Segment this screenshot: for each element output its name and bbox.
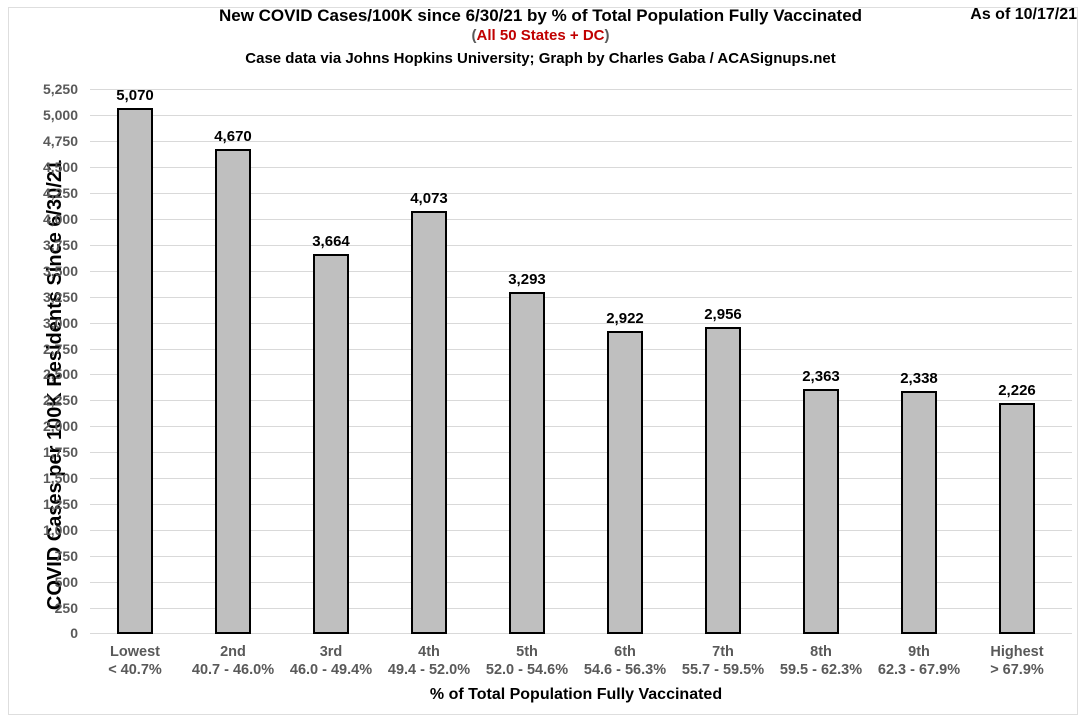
x-tier-label: 4th: [418, 644, 440, 660]
subtitle-highlight: All 50 States + DC: [476, 27, 605, 44]
x-axis-title: % of Total Population Fully Vaccinated: [429, 686, 723, 703]
x-range-label: 62.3 - 67.9%: [877, 662, 961, 678]
bar: [607, 331, 643, 634]
x-range-label: 52.0 - 54.6%: [485, 662, 569, 678]
x-tier-label: Highest: [990, 644, 1044, 660]
bar: [705, 327, 741, 634]
y-tick-label: 2,000: [42, 418, 78, 434]
y-tick-label: 2,500: [42, 366, 78, 382]
y-tick-label: 750: [54, 548, 78, 564]
gridline: [90, 219, 1072, 220]
x-tier-label: Lowest: [110, 644, 160, 660]
gridline: [90, 297, 1072, 298]
x-tier-label: 2nd: [220, 644, 246, 660]
gridline: [90, 167, 1072, 168]
bar-value-label: 4,670: [214, 128, 252, 145]
x-tier-label: 8th: [810, 644, 832, 660]
y-tick-label: 3,500: [42, 263, 78, 279]
gridline: [90, 504, 1072, 505]
y-tick-label: 2,250: [42, 392, 78, 408]
bar: [999, 403, 1035, 634]
y-tick-label: 500: [54, 574, 78, 590]
gridline: [90, 426, 1072, 427]
y-tick-label: 4,000: [42, 211, 78, 227]
bar-value-label: 2,338: [900, 370, 938, 387]
x-range-label: 59.5 - 62.3%: [779, 662, 863, 678]
chart-subtitle: (All 50 States + DC): [0, 27, 1081, 44]
x-tier-label: 6th: [614, 644, 636, 660]
y-tick-label: 3,000: [42, 315, 78, 331]
x-tier-label: 5th: [516, 644, 538, 660]
x-range-label: 55.7 - 59.5%: [681, 662, 765, 678]
bar-value-label: 3,293: [508, 271, 546, 288]
x-tier-label: 3rd: [319, 644, 343, 660]
y-tick-label: 1,000: [42, 522, 78, 538]
gridline: [90, 478, 1072, 479]
gridline: [90, 271, 1072, 272]
y-tick-label: 2,750: [42, 341, 78, 357]
bar-value-label: 4,073: [410, 190, 448, 207]
y-tick-label: 1,750: [42, 444, 78, 460]
x-range-label: > 67.9%: [990, 662, 1044, 678]
gridline: [90, 400, 1072, 401]
y-tick-label: 0: [70, 625, 78, 641]
plot-area: 5,070 4,670 3,664 4,073 3,293 2,922 2,956 2,363…: [86, 87, 1072, 634]
gridline: [90, 323, 1072, 324]
gridline: [90, 115, 1072, 116]
gridline: [90, 374, 1072, 375]
bar-value-label: 2,226: [998, 382, 1036, 399]
x-range-label: 46.0 - 49.4%: [289, 662, 373, 678]
x-tier-label: 7th: [712, 644, 734, 660]
credit-line: Case data via Johns Hopkins University; …: [245, 50, 836, 67]
bar: [313, 254, 349, 634]
as-of-date: As of 10/17/21: [970, 6, 1077, 23]
chart-title: New COVID Cases/100K since 6/30/21 by % …: [218, 6, 863, 25]
bar-value-label: 2,956: [704, 306, 742, 323]
y-tick-label: 1,500: [42, 470, 78, 486]
bar: [901, 391, 937, 634]
gridline: [90, 349, 1072, 350]
y-tick-label: 250: [54, 600, 78, 616]
gridline: [90, 141, 1072, 142]
y-tick-label: 3,750: [42, 237, 78, 253]
gridline: [90, 582, 1072, 583]
gridline: [90, 530, 1072, 531]
bar-value-label: 2,922: [606, 310, 644, 327]
bar-value-label: 2,363: [802, 368, 840, 385]
x-range-label: 40.7 - 46.0%: [191, 662, 275, 678]
gridline: [90, 245, 1072, 246]
x-range-label: 54.6 - 56.3%: [583, 662, 667, 678]
y-tick-label: 4,750: [42, 133, 78, 149]
gridline: [90, 193, 1072, 194]
x-tier-label: 9th: [908, 644, 930, 660]
y-tick-label: 4,500: [42, 159, 78, 175]
subtitle-paren-open: (: [471, 27, 477, 44]
y-tick-label: 1,250: [42, 496, 78, 512]
y-tick-label: 5,000: [42, 107, 78, 123]
gridline: [90, 633, 1072, 634]
gridline: [90, 452, 1072, 453]
gridline: [90, 608, 1072, 609]
bar: [411, 211, 447, 634]
subtitle-paren-close: ): [604, 27, 610, 44]
bar: [803, 389, 839, 634]
bar: [509, 292, 545, 634]
bar: [117, 108, 153, 634]
gridline: [90, 89, 1072, 90]
y-tick-label: 3,250: [42, 289, 78, 305]
gridline: [90, 556, 1072, 557]
bar-value-label: 3,664: [312, 233, 350, 250]
x-range-label: < 40.7%: [108, 662, 162, 678]
y-tick-label: 4,250: [42, 185, 78, 201]
x-range-label: 49.4 - 52.0%: [387, 662, 471, 678]
y-tick-label: 5,250: [42, 81, 78, 97]
bar: [215, 149, 251, 634]
bar-value-label: 5,070: [116, 87, 154, 104]
